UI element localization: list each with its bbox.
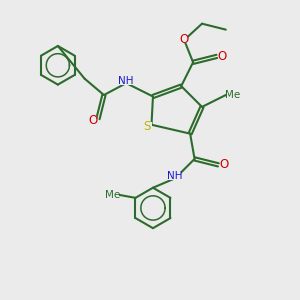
- FancyBboxPatch shape: [106, 191, 119, 199]
- FancyBboxPatch shape: [119, 76, 133, 85]
- Text: NH: NH: [167, 171, 182, 181]
- FancyBboxPatch shape: [218, 52, 226, 61]
- FancyBboxPatch shape: [88, 116, 97, 124]
- FancyBboxPatch shape: [168, 171, 182, 180]
- Text: Me: Me: [105, 190, 120, 200]
- FancyBboxPatch shape: [220, 161, 228, 169]
- Text: O: O: [218, 50, 227, 63]
- Text: S: S: [143, 120, 151, 133]
- Text: O: O: [88, 114, 97, 127]
- Text: O: O: [219, 158, 228, 171]
- Text: Me: Me: [225, 90, 240, 100]
- FancyBboxPatch shape: [181, 35, 188, 44]
- FancyBboxPatch shape: [142, 122, 152, 131]
- FancyBboxPatch shape: [226, 91, 238, 99]
- Text: NH: NH: [118, 76, 134, 86]
- Text: O: O: [180, 33, 189, 46]
